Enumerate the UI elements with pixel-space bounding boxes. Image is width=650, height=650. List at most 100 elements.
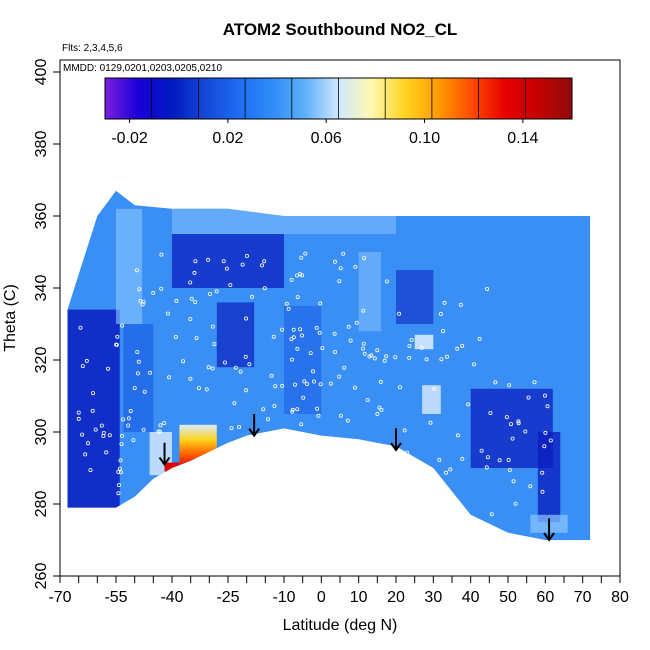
sample-point — [298, 272, 303, 277]
sample-point — [244, 253, 249, 258]
sample-point — [120, 323, 125, 328]
sample-point — [299, 422, 304, 427]
sample-point — [497, 458, 502, 463]
y-axis: 260 280 300 320 340 360 380 400 — [33, 59, 60, 589]
colorbar-tick-label: -0.02 — [111, 130, 148, 147]
sample-point — [338, 266, 343, 271]
flights-note: Flts: 2,3,4,5,6 — [62, 43, 123, 54]
sample-point — [188, 280, 193, 285]
sample-point — [375, 411, 380, 416]
sample-point — [280, 327, 285, 332]
sample-point — [348, 338, 353, 343]
sample-point — [290, 409, 295, 414]
sample-point — [311, 379, 316, 384]
sample-point — [121, 417, 126, 422]
sample-point — [328, 381, 333, 386]
sample-point — [269, 373, 274, 378]
sample-point — [78, 325, 83, 330]
sample-point — [542, 444, 547, 449]
sample-point — [540, 470, 545, 475]
sample-point — [397, 311, 402, 316]
sample-point — [302, 379, 307, 384]
arrow-marker — [158, 442, 171, 467]
sample-point — [271, 334, 276, 339]
sample-point — [292, 382, 297, 387]
sample-point — [221, 259, 226, 264]
sample-point — [214, 289, 219, 294]
sample-point — [233, 365, 238, 370]
sample-point — [289, 357, 294, 362]
sample-point — [471, 362, 476, 367]
sample-point — [131, 438, 136, 443]
x-tick-label: -10 — [272, 589, 295, 606]
arrow-marker — [248, 414, 260, 438]
sample-point — [114, 342, 119, 347]
x-tick-label: 30 — [424, 589, 442, 606]
sample-point — [289, 277, 294, 282]
field-cell — [216, 302, 255, 368]
sample-point — [489, 512, 494, 517]
sample-point — [232, 401, 237, 406]
sample-point — [378, 379, 383, 384]
sample-point — [265, 417, 270, 422]
sample-point — [477, 336, 482, 341]
sample-point — [272, 403, 277, 408]
sample-point — [397, 385, 402, 390]
sample-point — [382, 358, 387, 363]
sample-point — [372, 356, 377, 361]
sample-point — [106, 366, 111, 371]
sample-point — [119, 442, 124, 447]
sample-point — [540, 489, 545, 494]
sample-point — [395, 468, 400, 473]
sample-point — [440, 329, 445, 334]
sample-point — [510, 436, 515, 441]
sample-point — [337, 374, 342, 379]
sample-point — [295, 295, 300, 300]
sample-point — [543, 393, 548, 398]
sample-point — [280, 383, 285, 388]
sample-point — [118, 458, 123, 463]
sample-point — [126, 416, 131, 421]
sample-point — [332, 259, 337, 264]
sample-point — [437, 457, 442, 462]
sample-point — [407, 355, 412, 360]
sample-point — [361, 308, 366, 313]
sample-point — [244, 388, 249, 393]
sample-point — [193, 259, 198, 264]
sample-point — [224, 266, 229, 271]
sample-point — [132, 386, 137, 391]
y-axis-label: Theta (C) — [2, 284, 19, 352]
sample-point — [117, 466, 122, 471]
sample-point — [298, 327, 303, 332]
sample-point — [115, 334, 120, 339]
sample-point — [516, 419, 521, 424]
sample-point — [479, 448, 484, 453]
sample-point — [157, 429, 162, 434]
sample-point — [439, 357, 444, 362]
sample-point — [174, 298, 179, 303]
sample-point — [192, 270, 197, 275]
sample-point — [424, 357, 429, 362]
sample-point — [120, 433, 125, 438]
x-axis-label: Latitude (deg N) — [283, 617, 398, 634]
sample-point — [90, 408, 95, 413]
sample-point — [228, 282, 233, 287]
sample-point — [317, 330, 322, 335]
sample-point — [141, 427, 146, 432]
sample-point — [458, 302, 463, 307]
sample-point — [337, 279, 342, 284]
arrows — [158, 414, 555, 542]
sample-point — [308, 351, 313, 356]
sample-point — [159, 252, 164, 257]
sample-point — [262, 259, 267, 264]
sample-point — [438, 311, 443, 316]
x-tick-label: -25 — [216, 589, 239, 606]
y-tick-label: 400 — [33, 59, 50, 86]
field-cell — [358, 252, 382, 332]
sample-point — [84, 358, 89, 363]
field-cell — [396, 270, 434, 324]
sample-point — [193, 299, 198, 304]
sample-point — [158, 423, 163, 428]
sample-point — [545, 404, 550, 409]
sample-point — [151, 290, 156, 295]
